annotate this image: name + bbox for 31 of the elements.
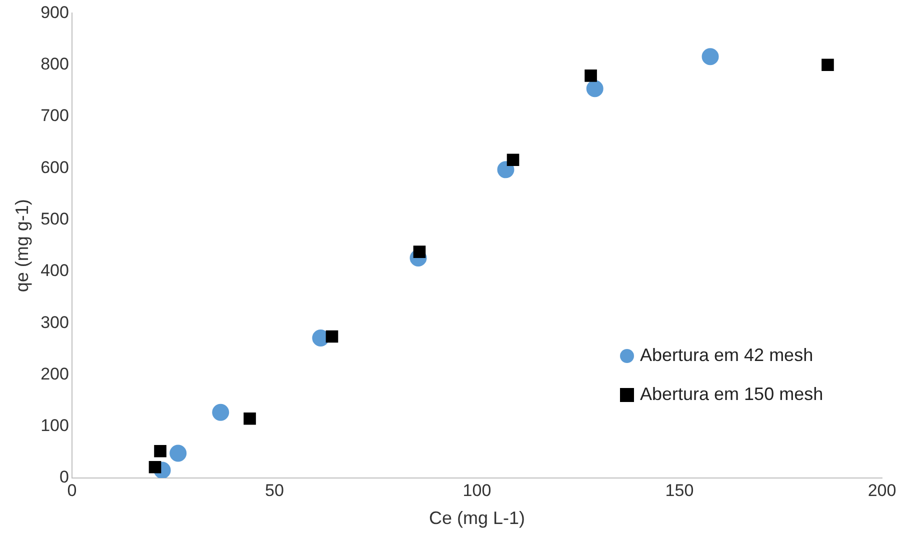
legend-label: Abertura em 42 mesh xyxy=(639,345,814,366)
legend-label: Abertura em 150 mesh xyxy=(639,384,824,405)
y-tick-label: 700 xyxy=(40,106,69,126)
point xyxy=(506,154,520,166)
y-tick-label: 200 xyxy=(40,364,69,384)
point xyxy=(148,461,162,474)
point xyxy=(212,404,230,421)
point xyxy=(584,70,597,82)
y-tick-label: 100 xyxy=(40,416,69,436)
y-tick-label: 900 xyxy=(40,2,69,22)
point xyxy=(497,161,514,178)
point xyxy=(244,412,256,425)
point xyxy=(326,330,338,343)
point xyxy=(154,444,166,458)
point xyxy=(413,246,426,258)
point xyxy=(702,48,719,66)
point xyxy=(586,80,604,98)
point xyxy=(822,58,834,71)
y-tick-label: 800 xyxy=(40,54,69,74)
y-axis-title: qe (mg g-1) xyxy=(12,199,32,292)
y-tick-label: 600 xyxy=(40,158,69,177)
x-axis-title: Ce (mg L-1) xyxy=(428,508,525,528)
y-tick-label: 500 xyxy=(40,209,69,228)
x-tick-label: 100 xyxy=(462,480,492,500)
point xyxy=(170,444,187,462)
x-tick-label: 200 xyxy=(868,480,896,500)
x-tick-label: 150 xyxy=(665,480,694,500)
y-tick-label: 300 xyxy=(40,312,69,332)
y-tick-label: 400 xyxy=(40,261,69,280)
y-tick-label: 0 xyxy=(59,468,69,487)
x-tick-label: 50 xyxy=(265,480,284,500)
